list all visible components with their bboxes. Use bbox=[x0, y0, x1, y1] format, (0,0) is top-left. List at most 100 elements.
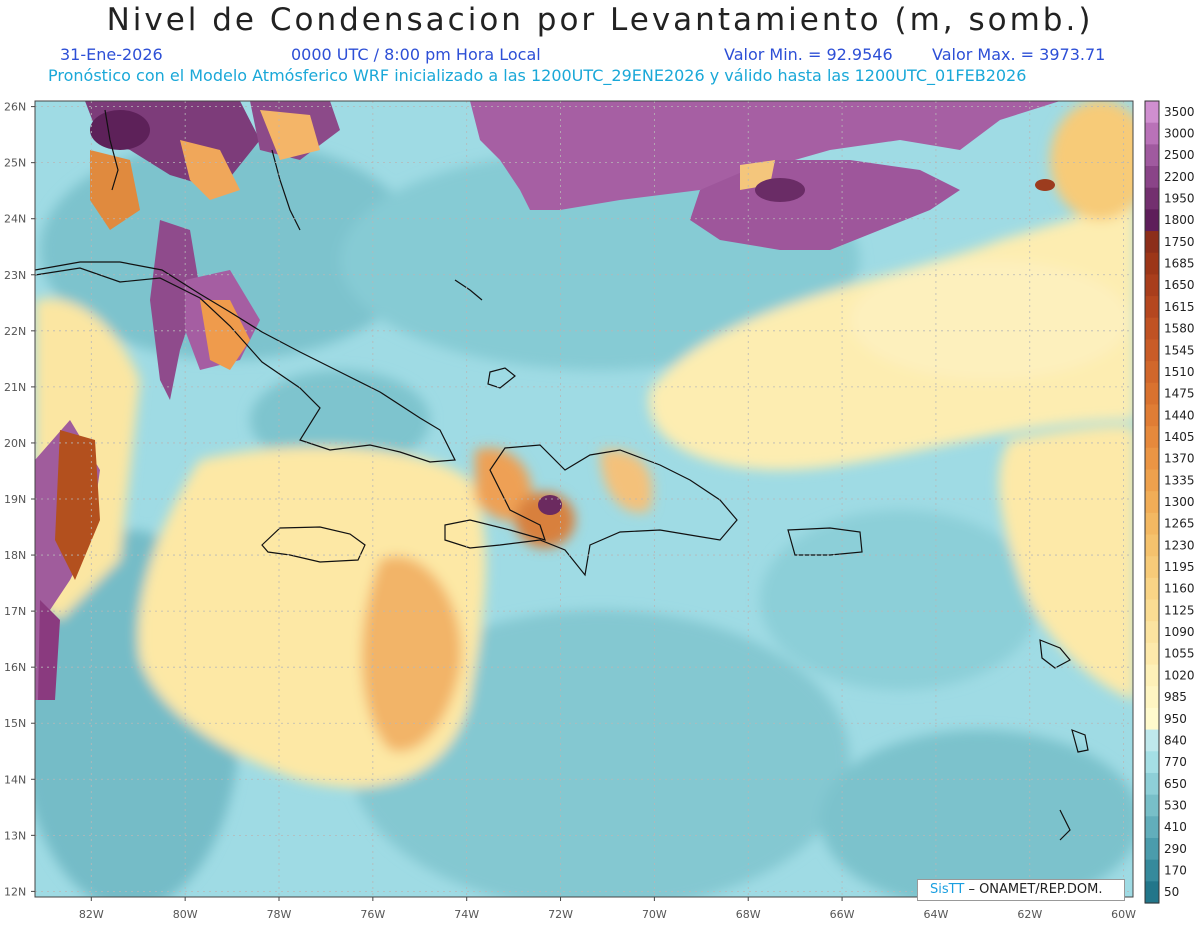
lat-tick-label: 19N bbox=[4, 493, 26, 506]
coastlines bbox=[35, 109, 1089, 841]
latitude-ticks: 26N 25N 24N 23N 22N 21N 20N 19N 18N 17N 16N 15N 14N 1… bbox=[4, 101, 35, 898]
colorbar-label: 1230 bbox=[1164, 538, 1195, 552]
colorbar-swatch bbox=[1145, 426, 1159, 449]
colorbar-label: 50 bbox=[1164, 885, 1179, 899]
colorbar-label: 950 bbox=[1164, 712, 1187, 726]
colorbar-swatch bbox=[1145, 187, 1159, 210]
colorbar: 3500 3000 2500 2200 1950 1800 1750 1685 1650 1615… bbox=[1144, 100, 1195, 904]
colorbar-label: 1685 bbox=[1164, 257, 1195, 271]
lon-tick-label: 80W bbox=[173, 908, 198, 921]
lat-tick-label: 21N bbox=[4, 381, 26, 394]
colorbar-swatch bbox=[1145, 339, 1159, 362]
credit-org: – ONAMET/REP.DOM. bbox=[968, 882, 1103, 897]
colorbar-label: 1055 bbox=[1164, 647, 1195, 661]
colorbar-label: 985 bbox=[1164, 690, 1187, 704]
lon-tick-label: 64W bbox=[923, 908, 948, 921]
colorbar-swatch bbox=[1145, 772, 1159, 796]
lon-tick-label: 68W bbox=[736, 908, 761, 921]
colorbar-swatch bbox=[1145, 512, 1159, 536]
colorbar-swatch bbox=[1145, 317, 1159, 341]
colorbar-label: 650 bbox=[1164, 777, 1187, 791]
min-value: Valor Min. = 92.9546 bbox=[724, 45, 893, 64]
colorbar-swatch bbox=[1145, 122, 1159, 145]
colorbar-swatch bbox=[1145, 556, 1159, 579]
colorbar-swatch bbox=[1145, 144, 1159, 167]
colorbar-swatch bbox=[1145, 274, 1159, 297]
colorbar-swatch bbox=[1145, 252, 1159, 276]
colorbar-label: 3500 bbox=[1164, 105, 1195, 119]
lat-tick-label: 26N bbox=[4, 101, 26, 114]
colorbar-swatch bbox=[1145, 881, 1159, 904]
lat-tick-label: 20N bbox=[4, 437, 26, 450]
colorbar-label: 1475 bbox=[1164, 387, 1195, 401]
colorbar-label: 1750 bbox=[1164, 235, 1195, 249]
colorbar-label: 1335 bbox=[1164, 473, 1195, 487]
colorbar-swatch bbox=[1145, 707, 1159, 731]
colorbar-label: 840 bbox=[1164, 733, 1187, 747]
colorbar-label: 1615 bbox=[1164, 300, 1195, 314]
lat-tick-label: 17N bbox=[4, 605, 26, 618]
colorbar-swatch bbox=[1145, 231, 1159, 254]
colorbar-swatch bbox=[1145, 491, 1159, 514]
colorbar-swatch bbox=[1145, 577, 1159, 601]
colorbar-swatch bbox=[1145, 534, 1159, 557]
colorbar-label: 2200 bbox=[1164, 170, 1195, 184]
colorbar-swatch bbox=[1145, 664, 1159, 687]
lat-tick-label: 12N bbox=[4, 885, 26, 898]
colorbar-label: 1510 bbox=[1164, 365, 1195, 379]
colorbar-label: 1950 bbox=[1164, 192, 1195, 206]
colorbar-swatch bbox=[1145, 404, 1159, 427]
lon-tick-label: 82W bbox=[79, 908, 104, 921]
colorbar-swatch bbox=[1145, 447, 1159, 471]
lat-tick-label: 22N bbox=[4, 325, 26, 338]
colorbar-swatch bbox=[1145, 599, 1159, 622]
colorbar-swatch bbox=[1145, 166, 1159, 189]
colorbar-swatch bbox=[1145, 382, 1159, 406]
longitude-ticks: 82W 80W 78W 76W 74W 72W 70W 68W 66W 64W 62W 60W bbox=[79, 897, 1136, 921]
colorbar-label: 1650 bbox=[1164, 278, 1195, 292]
colorbar-label: 290 bbox=[1164, 842, 1187, 856]
lat-tick-label: 24N bbox=[4, 213, 26, 226]
colorbar-swatch bbox=[1145, 837, 1159, 861]
colorbar-label: 2500 bbox=[1164, 148, 1195, 162]
colorbar-swatch bbox=[1145, 729, 1159, 752]
lon-tick-label: 78W bbox=[267, 908, 292, 921]
colorbar-label: 1370 bbox=[1164, 452, 1195, 466]
colorbar-swatch bbox=[1145, 101, 1159, 124]
chart-title: Nivel de Condensacion por Levantamiento … bbox=[106, 2, 1094, 38]
colorbar-label: 1090 bbox=[1164, 625, 1195, 639]
lon-tick-label: 66W bbox=[830, 908, 855, 921]
forecast-description: Pronóstico con el Modelo Atmósferico WRF… bbox=[48, 66, 1027, 85]
colorbar-swatch bbox=[1145, 621, 1159, 644]
colorbar-swatch bbox=[1145, 361, 1159, 384]
colorbar-swatch bbox=[1145, 816, 1159, 839]
colorbar-label: 1545 bbox=[1164, 343, 1195, 357]
lat-tick-label: 16N bbox=[4, 661, 26, 674]
colorbar-label: 1265 bbox=[1164, 517, 1195, 531]
colorbar-swatch bbox=[1145, 751, 1159, 774]
lon-tick-label: 70W bbox=[642, 908, 667, 921]
colorbar-swatch bbox=[1145, 686, 1159, 709]
lon-tick-label: 60W bbox=[1111, 908, 1136, 921]
colorbar-label: 770 bbox=[1164, 755, 1187, 769]
lat-tick-label: 14N bbox=[4, 773, 26, 786]
colorbar-label: 410 bbox=[1164, 820, 1187, 834]
colorbar-label: 1440 bbox=[1164, 408, 1195, 422]
colorbar-swatch bbox=[1145, 209, 1159, 232]
colorbar-swatch bbox=[1145, 642, 1159, 666]
forecast-time: 0000 UTC / 8:00 pm Hora Local bbox=[291, 45, 541, 64]
lon-tick-label: 76W bbox=[360, 908, 385, 921]
forecast-date: 31-Ene-2026 bbox=[60, 45, 163, 64]
colorbar-label: 3000 bbox=[1164, 127, 1195, 141]
brand-logo: SisTT bbox=[930, 882, 965, 897]
colorbar-swatch bbox=[1145, 296, 1159, 319]
colorbar-label: 1195 bbox=[1164, 560, 1195, 574]
lon-tick-label: 62W bbox=[1017, 908, 1042, 921]
colorbar-label: 1300 bbox=[1164, 495, 1195, 509]
colorbar-label: 1800 bbox=[1164, 213, 1195, 227]
colorbar-label: 1125 bbox=[1164, 603, 1195, 617]
colorbar-label: 530 bbox=[1164, 798, 1187, 812]
colorbar-swatch bbox=[1145, 859, 1159, 882]
lat-tick-label: 15N bbox=[4, 717, 26, 730]
